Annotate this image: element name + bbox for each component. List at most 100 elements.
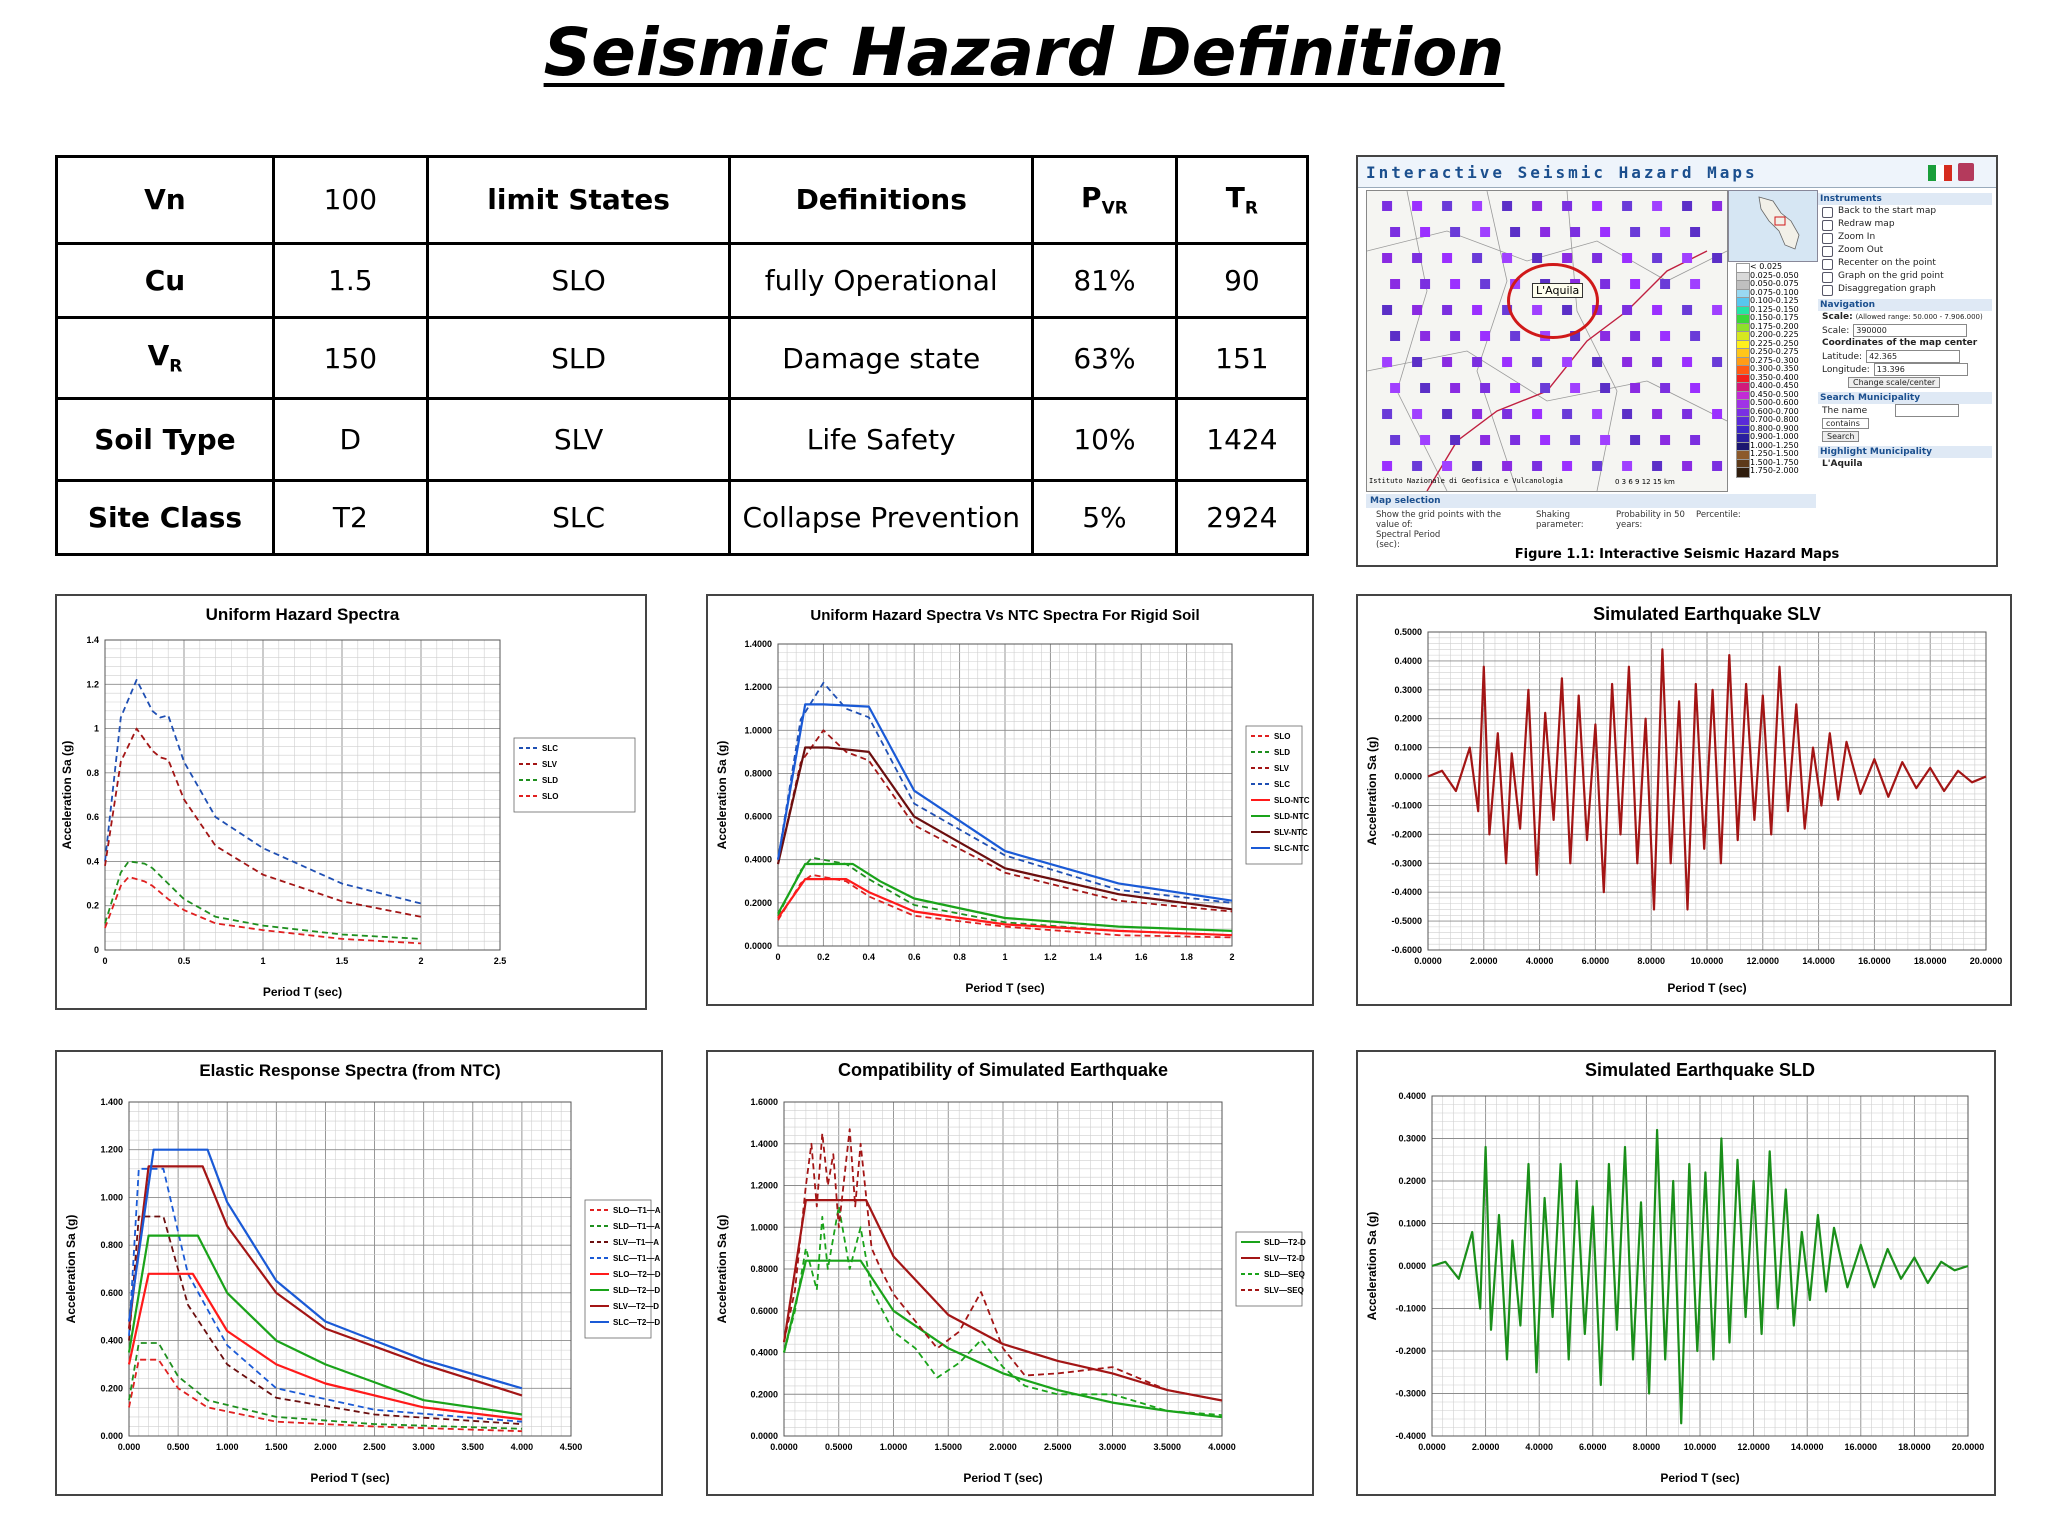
cell-subscript: R [169,356,183,377]
table-cell-definition: Damage state [728,315,1035,401]
y-tick-label: 0.4000 [744,855,772,865]
cell-text: Life Safety [806,423,956,457]
table-cell-pvr: PVR [1031,155,1178,245]
instrument-item[interactable]: Graph on the grid point [1818,270,1992,283]
legend-box [1235,1231,1303,1307]
x-axis-label: Period T (sec) [263,985,342,999]
x-tick-label: 4.0000 [1526,956,1554,966]
x-tick-label: 20.0000 [1952,1442,1985,1452]
instrument-item[interactable]: Back to the start map [1818,205,1992,218]
y-tick-label: 0.400 [100,1336,123,1346]
hazard-map-canvas[interactable]: L'Aquila Istituto Nazionale di Geofisica… [1366,190,1728,492]
map-selection-field[interactable]: Percentile: [1696,510,1741,520]
change-scale-button[interactable]: Change scale/center [1848,377,1941,388]
legend-label: SLO [542,792,558,801]
chart-panel-sim-slv: Simulated Earthquake SLV 0.0000 2.0000 4.00… [1356,594,2012,1006]
y-tick-label: 0.2000 [1398,1176,1426,1186]
table-cell-pvr: 63% [1031,315,1178,401]
instrument-item[interactable]: Disaggregation graph [1818,283,1992,296]
x-axis-label: Period T (sec) [310,1471,389,1485]
map-selection-field[interactable]: Shaking parameter: [1536,510,1584,530]
scale-input[interactable]: 390000 [1853,324,1968,337]
x-tick-label: 18.0000 [1914,956,1947,966]
map-selection-fields: Show the grid points with the value of:S… [1366,510,1816,550]
y-tick-label: 1.000 [100,1192,123,1202]
chart-svg: Simulated Earthquake SLV 0.0000 2.0000 4.00… [1365,604,2002,995]
x-tick-label: 0.500 [167,1442,190,1452]
table-cell-pvr: 5% [1031,479,1178,556]
x-tick-label: 1 [1002,952,1007,962]
y-tick-label: 0.8000 [744,768,772,778]
y-tick-label: 0.2 [86,901,99,911]
search-input[interactable] [1895,404,1960,417]
cell-text: 1424 [1206,423,1278,457]
table-cell-param: Cu [55,241,275,319]
plot-frame [104,639,501,951]
map-selection-field[interactable]: Spectral Period (sec): [1376,530,1441,550]
y-axis-label: Acceleration Sa (g) [1365,1212,1379,1321]
x-tick-label: 1.000 [216,1442,239,1452]
chart-title: Uniform Hazard Spectra Vs NTC Spectra Fo… [810,607,1199,624]
chart-svg: Uniform Hazard Spectra 0 0.5 1 1.5 2 2.5 0 0.2 0.… [60,605,636,999]
y-tick-label: 0.3000 [1394,685,1422,695]
y-tick-label: -0.1000 [1395,1304,1426,1314]
y-axis-label: Acceleration Sa (g) [715,1215,729,1324]
x-tick-label: 1.5 [336,956,349,966]
legend-label: SLV—T2-D [1264,1254,1305,1263]
overview-minimap[interactable] [1728,190,1818,262]
map-selection-field[interactable]: Show the grid points with the value of: [1376,510,1502,530]
y-tick-label: -0.3000 [1391,858,1422,868]
x-tick-label: 2.5 [494,956,507,966]
cell-text: D [339,423,362,457]
cell-text: limit States [487,183,670,217]
y-tick-label: 0.8000 [750,1264,778,1274]
italy-flag-icon[interactable] [1928,165,1952,181]
series-line-2 [128,1215,522,1425]
legend-label: SLO—T2—D [613,1270,661,1279]
x-tick-label: 8.0000 [1633,1442,1661,1452]
x-tick-label: 12.0000 [1747,956,1780,966]
y-tick-label: 0.1000 [1398,1219,1426,1229]
search-name-label: The name [1822,406,1868,416]
y-tick-label: 0.4000 [1394,656,1422,666]
instrument-label: Back to the start map [1838,206,1937,216]
legend-entry: 1.750-2.000 [1736,466,1816,478]
y-tick-label: 0.800 [100,1240,123,1250]
book-icon[interactable] [1958,163,1974,181]
series-line-5 [127,1234,523,1416]
instrument-item[interactable]: Zoom In [1818,231,1992,244]
table-cell-param: Vn [55,155,275,245]
y-tick-label: -0.2000 [1391,829,1422,839]
table-cell-tr: 1424 [1174,397,1310,483]
y-tick-label: 0.600 [100,1288,123,1298]
y-tick-label: 0 [94,945,99,955]
y-tick-label: 0.6000 [744,812,772,822]
cell-text: 81% [1073,263,1136,297]
latitude-input[interactable]: 42.365 [1866,350,1961,363]
chart-legend: SLC SLV SLD SLO [513,737,636,813]
search-button[interactable]: Search [1822,431,1860,442]
y-tick-label: 1 [94,724,99,734]
table-cell-state: SLO [425,241,732,319]
longitude-input[interactable]: 13.396 [1873,363,1968,376]
chart-title: Uniform Hazard Spectra [206,605,400,624]
x-tick-label: 0 [775,952,780,962]
legend-label: SLO-NTC [1274,796,1310,805]
cell-text: Vn [144,183,186,217]
map-selection-field[interactable]: Probability in 50 years: [1616,510,1685,530]
instrument-item[interactable]: Recenter on the point [1818,257,1992,270]
x-tick-label: 10.0000 [1691,956,1724,966]
table-cell-param: Soil Type [55,397,275,483]
x-tick-label: 1.500 [265,1442,288,1452]
x-tick-label: 1.8 [1180,952,1193,962]
cell-text: SLO [551,263,606,297]
x-tick-label: 8.0000 [1637,956,1665,966]
x-tick-label: 0.8 [953,952,966,962]
longitude-label: Longitude: [1822,365,1870,375]
search-mode-select[interactable]: contains [1822,418,1869,429]
y-axis-label: Acceleration Sa (g) [60,741,74,850]
instrument-item[interactable]: Redraw map [1818,218,1992,231]
scale-label: Scale: [1822,312,1853,322]
legend-label: SLD—SEQ [1264,1270,1305,1279]
instrument-item[interactable]: Zoom Out [1818,244,1992,257]
